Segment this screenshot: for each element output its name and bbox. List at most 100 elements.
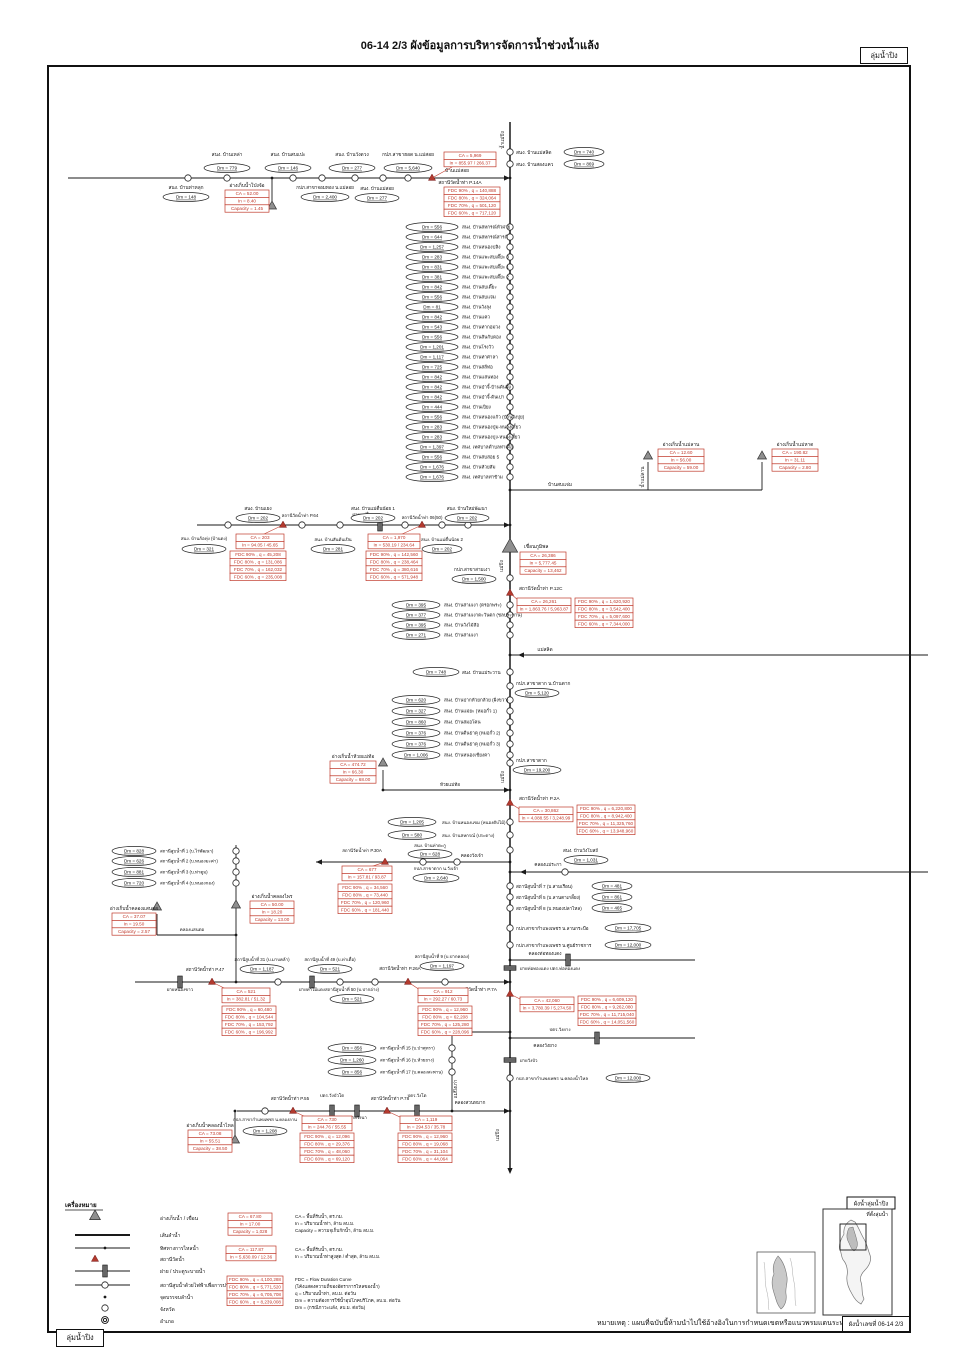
diagram-label: สนง. บ้านสบเตี๊ยะ	[462, 284, 497, 290]
data-box-row: CA = 203	[250, 535, 269, 540]
pump-station-node	[506, 601, 514, 609]
diagram-label: สถานีสูบน้ำที่ 3 (บ.ท่าตูม)	[160, 869, 208, 876]
reservoir-icon	[642, 450, 654, 460]
diagram-label: สนง. บ้านสมอโคน	[444, 719, 482, 725]
pump-station-node	[506, 383, 514, 391]
data-box	[367, 541, 421, 550]
demand-value: Dm = 277	[342, 166, 362, 171]
demand-value: Dm = 283	[422, 425, 442, 430]
gauge-marker-icon	[403, 977, 413, 985]
demand-oval	[111, 878, 157, 888]
pump-station-node	[506, 1074, 514, 1082]
pump-station-node	[101, 1281, 109, 1289]
diagram-label: สนง. บ้านห้วยส้ม	[462, 465, 496, 470]
data-box-title: อ่างเก็บน้ำโป่งจ้อ	[229, 181, 264, 189]
diagram-label: สถานีสูบน้ำที่ 49 (บ.ท่าเดื่อ)	[304, 956, 356, 963]
demand-value: Dm = 725	[422, 365, 442, 370]
data-box-row: FDC 70% , q = 5,097,600	[578, 614, 630, 619]
demand-value: Dm = 644	[422, 235, 442, 240]
diagram-label: สนง. บ้านท่าตะกู	[414, 843, 446, 849]
pump-station-node	[506, 263, 514, 271]
demand-oval	[405, 262, 459, 272]
diagram-label: สนง. บ้านหนองแขม (หนองตับไม้)	[442, 820, 506, 825]
pump-station-node	[506, 293, 514, 301]
diagram-label: เขื่อนภูมิพล	[524, 543, 549, 550]
pump-station-node	[506, 363, 514, 371]
diagram-label: สถานีสูบน้ำที่ 2 (บ.หนองมะค่า)	[160, 858, 218, 865]
flow-arrow	[520, 869, 526, 875]
demand-value: Dm = 842	[422, 385, 442, 390]
diagram-label: กปภ.สาขาตาก น.บ้านตาก	[516, 680, 571, 687]
demand-value: Dm = 444	[422, 405, 442, 410]
gauge-marker-icon	[90, 1254, 100, 1262]
data-box-row: FDC 70% , q = 380,616	[370, 567, 419, 572]
demand-value: Dm = 740	[574, 150, 594, 155]
diagram-label: In = ปริมาณน้ำท่า, ล้าน ลบ.ม.	[295, 1220, 354, 1226]
pump-station-node	[232, 868, 240, 876]
pump-station-node	[274, 978, 282, 986]
diagram-label: คลองท่อทองแดง	[529, 951, 562, 956]
data-box-row: FDC 90% , q = 34,560	[342, 885, 388, 890]
pump-station-node	[506, 413, 514, 421]
data-box-row: CA = 67.80	[239, 1214, 262, 1219]
diagram-label: กปภ.สาขากำแพงเพชร น.คลองน้ำไหล	[516, 1075, 588, 1081]
data-box-row: In = 31.11	[785, 458, 806, 463]
diagram-label: สนง. บ้านแคว	[462, 315, 490, 320]
demand-oval	[405, 432, 459, 442]
diagram-label: คลองวังยาง	[533, 1042, 556, 1048]
pump-station-node	[506, 160, 514, 168]
diagram-label: ฝายท่าไม้แดง	[299, 987, 325, 992]
pump-station-node	[506, 403, 514, 411]
pump-station-node	[506, 148, 514, 156]
demand-value: Dm = 628	[420, 852, 440, 857]
data-box-row: FDC 70% , q = 6,705,708	[229, 1292, 281, 1297]
pump-station-node	[448, 1044, 456, 1052]
diagram-label: กปภ.สาขาตาก น.วังเจ้า	[414, 866, 459, 871]
pump-station-node	[506, 253, 514, 261]
demand-value: Dm = 5,120	[525, 691, 549, 696]
diagram-label: สถานีสูบน้ำที่ 31 (บ.มาบคล้า)	[234, 956, 290, 963]
demand-oval	[391, 728, 441, 738]
pump-station-node	[224, 521, 232, 529]
demand-oval	[405, 242, 459, 252]
demand-oval	[412, 667, 460, 677]
data-box-row: FDC 60% , q = 69,120	[304, 1156, 350, 1161]
data-box-title: อ่างเก็บน้ำคลองแสนตอ	[110, 904, 158, 912]
demand-value: Dm = 856	[342, 1070, 362, 1075]
data-box	[226, 1297, 284, 1306]
data-box-row: Capacity = 38.50	[193, 1146, 228, 1151]
data-box-row: FDC 80% , q = 29,376	[304, 1142, 350, 1147]
demand-value: Dm = 842	[422, 285, 442, 290]
diagram-label: สนง. บ้านแม่ตื่นน้อย 1	[351, 505, 395, 511]
data-box-row: Capacity = 59.00	[664, 465, 699, 470]
diagram-label: สนง. บ้านหนองปลิง	[462, 245, 501, 250]
data-box-row: FDC 80% , q = 131,086	[234, 560, 283, 565]
data-box	[341, 873, 393, 882]
demand-oval	[405, 452, 459, 462]
pump-station-node	[561, 868, 569, 876]
demand-value: Dm = 842	[422, 375, 442, 380]
data-box-row: FDC 80% , q = 8,942,400	[580, 814, 632, 819]
pump-station-node	[506, 273, 514, 281]
data-box-row: FDC 90% , q = 6,220,800	[580, 806, 632, 811]
data-box	[576, 826, 636, 835]
reservoir-icon	[377, 757, 389, 767]
demand-oval	[162, 192, 210, 202]
river-name-label: แม่ปิง	[500, 771, 506, 783]
demand-value: Dm = 556	[422, 455, 442, 460]
demand-oval	[405, 282, 459, 292]
data-box-row: FDC 70% , q = 48,060	[304, 1149, 350, 1154]
demand-value: Dm = 146	[278, 166, 298, 171]
diagram-label: สนง. บ้านวังดวง	[335, 151, 368, 158]
diagram-label: ฝายวังบัว	[520, 1058, 538, 1063]
demand-oval	[387, 830, 437, 840]
diagram-label: สนง. บ้านป่าจี้-บ้านต้นผึ้ง	[462, 384, 511, 390]
data-box-row: FDC 80% , q = 9,262,080	[581, 1005, 633, 1010]
diagram-label: Dm = ความต้องการใช้น้ำอุปโภคบริโภค, ลบ.ม…	[295, 1297, 401, 1304]
gate-node	[565, 953, 571, 967]
demand-oval	[300, 192, 350, 202]
data-box	[111, 927, 157, 936]
connector-line	[431, 166, 453, 179]
diagram-label: สนง. บ้านตีนธาตุ (หมอกั๋ว 3)	[444, 740, 501, 747]
diagram-label: สนง. บ้านท่ากอม่วง	[462, 325, 500, 330]
